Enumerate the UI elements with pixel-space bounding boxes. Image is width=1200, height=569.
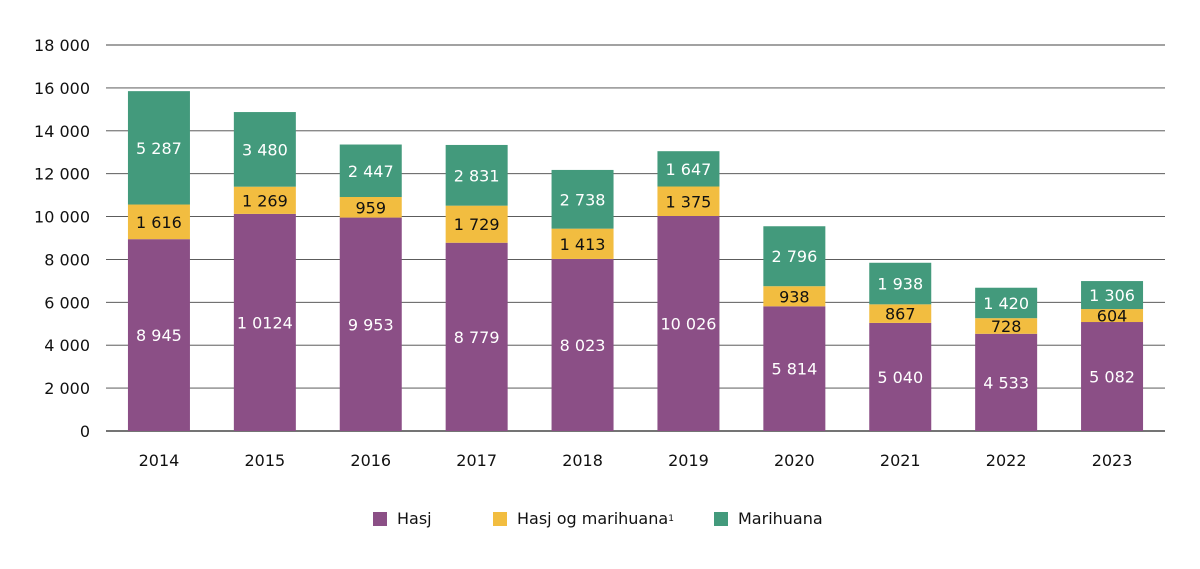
- data-label: 3 480: [242, 140, 288, 159]
- y-tick-label: 0: [80, 422, 90, 441]
- bar-segment: [763, 226, 826, 287]
- data-label: 1 938: [877, 275, 923, 294]
- data-label: 10 026: [660, 314, 716, 333]
- bar-segment: [869, 262, 932, 305]
- bar-segment: [763, 286, 826, 307]
- data-label: 604: [1097, 307, 1128, 326]
- bar-segment: [657, 215, 720, 431]
- data-label: 9 953: [348, 315, 394, 334]
- bar-segment: [445, 242, 508, 431]
- data-label: 1 306: [1089, 286, 1135, 305]
- x-tick-label: 2021: [880, 451, 921, 470]
- y-tick-label: 4 000: [44, 336, 90, 355]
- data-label: 1 729: [454, 215, 500, 234]
- data-label: 1 420: [983, 294, 1029, 313]
- bar-segment: [1081, 322, 1144, 431]
- legend-swatch-marihuana: [714, 511, 728, 526]
- data-label: 867: [885, 305, 916, 324]
- data-label: 4 533: [983, 373, 1029, 392]
- y-tick-label: 18 000: [34, 36, 90, 55]
- x-tick-label: 2019: [668, 451, 709, 470]
- y-tick-label: 2 000: [44, 379, 90, 398]
- x-tick-label: 2018: [562, 451, 603, 470]
- bar-segment: [127, 239, 190, 431]
- bar-segment: [233, 112, 296, 187]
- legend-item-marihuana: Marihuana: [714, 509, 823, 528]
- bar-segment: [339, 144, 402, 197]
- legend-label-hasj-og-marihuana: Hasj og marihuana: [517, 509, 669, 528]
- bar-segment: [869, 304, 932, 323]
- bar-segment: [339, 196, 402, 218]
- data-label: 959: [355, 198, 386, 217]
- legend-swatch-hasj-og-marihuana: [493, 511, 507, 526]
- bar-segment: [551, 169, 614, 229]
- x-tick-label: 2015: [244, 451, 285, 470]
- x-tick-label: 2020: [774, 451, 815, 470]
- bar-segment: [445, 205, 508, 243]
- bar-segment: [233, 186, 296, 214]
- bar-segment: [975, 318, 1038, 334]
- bar-segment: [657, 151, 720, 187]
- bar-segment: [233, 213, 296, 431]
- data-label: 8 023: [560, 336, 606, 355]
- legend-item-hasj: Hasj: [373, 509, 432, 528]
- bar-segment: [975, 333, 1038, 431]
- x-tick-label: 2016: [350, 451, 391, 470]
- data-label: 1 413: [560, 235, 606, 254]
- x-tick-label: 2017: [456, 451, 497, 470]
- bar-segment: [763, 306, 826, 431]
- data-label: 1 616: [136, 213, 182, 232]
- x-tick-label: 2023: [1092, 451, 1133, 470]
- y-tick-label: 8 000: [44, 250, 90, 269]
- bar-segment: [551, 228, 614, 259]
- x-tick-label: 2022: [986, 451, 1027, 470]
- bar-segment: [551, 258, 614, 431]
- y-tick-label: 14 000: [34, 122, 90, 141]
- data-label: 2 738: [560, 190, 606, 209]
- y-tick-label: 10 000: [34, 208, 90, 227]
- bar-segment: [445, 144, 508, 206]
- bar-segment: [1081, 281, 1144, 310]
- legend-swatch-hasj: [373, 511, 387, 526]
- data-label: 938: [779, 287, 810, 306]
- stacked-bar-chart: 0 2 000 4 000 6 000 8 000 10 000 12 000 14 000 1…: [34, 36, 1165, 470]
- legend-label-hasj: Hasj: [397, 509, 432, 528]
- bar-segment: [127, 204, 190, 240]
- bar-segment: [1081, 309, 1144, 323]
- bar-segment: [975, 287, 1038, 319]
- bar-segment: [869, 322, 932, 431]
- legend-footnote-marker: 1: [668, 513, 674, 524]
- data-label: 1 269: [242, 191, 288, 210]
- data-label: 5 814: [771, 360, 817, 379]
- legend-item-hasj-og-marihuana: Hasj og marihuana 1: [493, 509, 674, 528]
- data-label: 2 447: [348, 162, 394, 181]
- data-label: 2 796: [771, 247, 817, 266]
- data-label: 1 0124: [237, 313, 293, 332]
- y-tick-label: 6 000: [44, 293, 90, 312]
- bar-segment: [127, 91, 190, 205]
- y-tick-label: 16 000: [34, 79, 90, 98]
- data-label: 728: [991, 317, 1022, 336]
- legend-label-marihuana: Marihuana: [738, 509, 823, 528]
- data-label: 5 040: [877, 368, 923, 387]
- data-label: 5 287: [136, 139, 182, 158]
- data-label: 2 831: [454, 166, 500, 185]
- y-tick-label: 12 000: [34, 165, 90, 184]
- bar-segment: [657, 186, 720, 216]
- data-label: 1 647: [666, 160, 712, 179]
- data-label: 8 945: [136, 326, 182, 345]
- data-label: 8 779: [454, 328, 500, 347]
- data-label: 1 375: [666, 192, 712, 211]
- bar-segment: [339, 217, 402, 431]
- x-tick-label: 2014: [139, 451, 180, 470]
- legend: Hasj Hasj og marihuana 1 Marihuana: [0, 509, 1200, 533]
- data-label: 5 082: [1089, 368, 1135, 387]
